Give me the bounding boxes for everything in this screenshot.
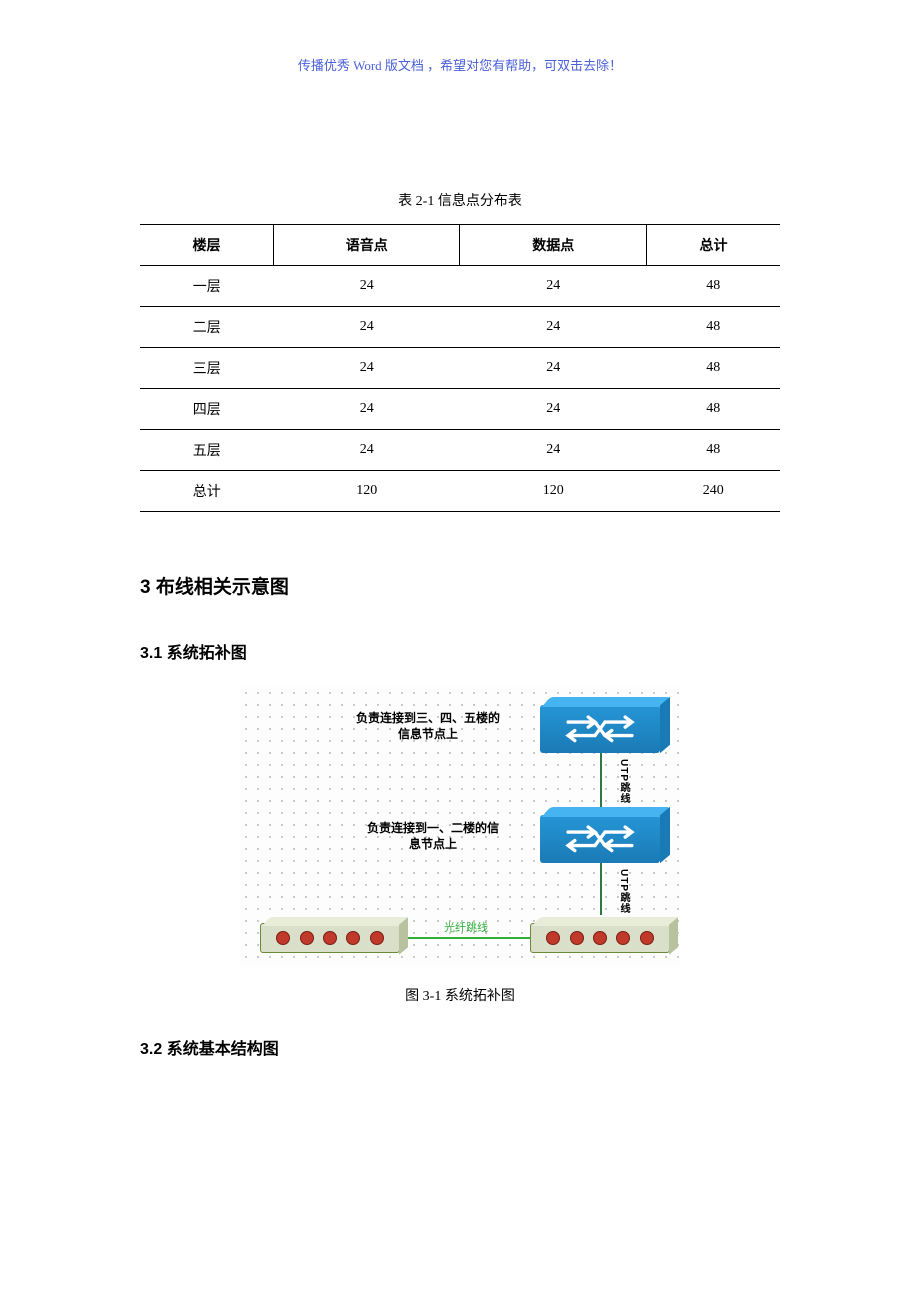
utp-label-1: UTP跳线	[618, 759, 629, 804]
cell: 240	[646, 471, 780, 512]
cell: 24	[460, 430, 647, 471]
fiber-label: 光纤跳线	[416, 919, 516, 935]
cell: 总计	[140, 471, 273, 512]
figure-caption: 图 3-1 系统拓补图	[240, 985, 680, 1005]
col-total: 总计	[646, 225, 780, 266]
patch-port	[346, 931, 360, 945]
col-data: 数据点	[460, 225, 647, 266]
cell: 24	[273, 430, 460, 471]
cell: 五层	[140, 430, 273, 471]
cell: 48	[646, 307, 780, 348]
utp-link-2	[600, 863, 602, 915]
utp-link-1	[600, 753, 602, 807]
patch-port	[593, 931, 607, 945]
patch-port	[370, 931, 384, 945]
table-row: 五层242448	[140, 430, 780, 471]
table-row: 四层242448	[140, 389, 780, 430]
cell: 二层	[140, 307, 273, 348]
cell: 24	[273, 307, 460, 348]
table-row: 总计120120240	[140, 471, 780, 512]
patch-port	[546, 931, 560, 945]
page-content: 表 2-1 信息点分布表 楼层 语音点 数据点 总计 一层242448 二层24…	[140, 190, 780, 1083]
cell: 120	[273, 471, 460, 512]
table-caption: 表 2-1 信息点分布表	[140, 190, 780, 210]
switch-upper	[540, 705, 660, 753]
info-table: 楼层 语音点 数据点 总计 一层242448 二层242448 三层242448…	[140, 224, 780, 512]
patch-port	[300, 931, 314, 945]
cell: 24	[460, 266, 647, 307]
cell: 24	[273, 389, 460, 430]
patch-port	[323, 931, 337, 945]
cell: 四层	[140, 389, 273, 430]
fiber-link	[400, 937, 530, 939]
patch-port	[640, 931, 654, 945]
cell: 24	[460, 307, 647, 348]
patch-panel-left	[260, 923, 400, 953]
header-note: 传播优秀 Word 版文档 ，希望对您有帮助，可双击去除！	[0, 55, 920, 74]
table-row: 二层242448	[140, 307, 780, 348]
topology-diagram: 负责连接到三、四、五楼的信息节点上负责连接到一、二楼的信息节点上 UTP跳线 UTP…	[240, 687, 680, 967]
col-voice: 语音点	[273, 225, 460, 266]
switch-lower-label: 负责连接到一、二楼的信息节点上	[338, 821, 528, 852]
table-row: 三层242448	[140, 348, 780, 389]
section-3-1-heading: 3.1 系统拓补图	[140, 639, 780, 663]
cell: 一层	[140, 266, 273, 307]
table-header-row: 楼层 语音点 数据点 总计	[140, 225, 780, 266]
cell: 24	[460, 389, 647, 430]
patch-panel-right	[530, 923, 670, 953]
cell: 48	[646, 266, 780, 307]
cell: 48	[646, 430, 780, 471]
cell: 24	[273, 348, 460, 389]
table-row: 一层242448	[140, 266, 780, 307]
patch-port	[616, 931, 630, 945]
cell: 24	[460, 348, 647, 389]
topology-diagram-wrap: 负责连接到三、四、五楼的信息节点上负责连接到一、二楼的信息节点上 UTP跳线 UTP…	[240, 687, 680, 1005]
cell: 24	[273, 266, 460, 307]
switch-arrows-icon	[558, 712, 642, 746]
cell: 48	[646, 348, 780, 389]
patch-port	[570, 931, 584, 945]
cell: 三层	[140, 348, 273, 389]
switch-upper-label: 负责连接到三、四、五楼的信息节点上	[328, 711, 528, 742]
cell: 120	[460, 471, 647, 512]
section-3-2-heading: 3.2 系统基本结构图	[140, 1035, 780, 1059]
cell: 48	[646, 389, 780, 430]
utp-label-2: UTP跳线	[618, 869, 629, 914]
switch-arrows-icon	[558, 822, 642, 856]
patch-port	[276, 931, 290, 945]
section-3-heading: 3 布线相关示意图	[140, 572, 780, 599]
col-floor: 楼层	[140, 225, 273, 266]
switch-lower	[540, 815, 660, 863]
